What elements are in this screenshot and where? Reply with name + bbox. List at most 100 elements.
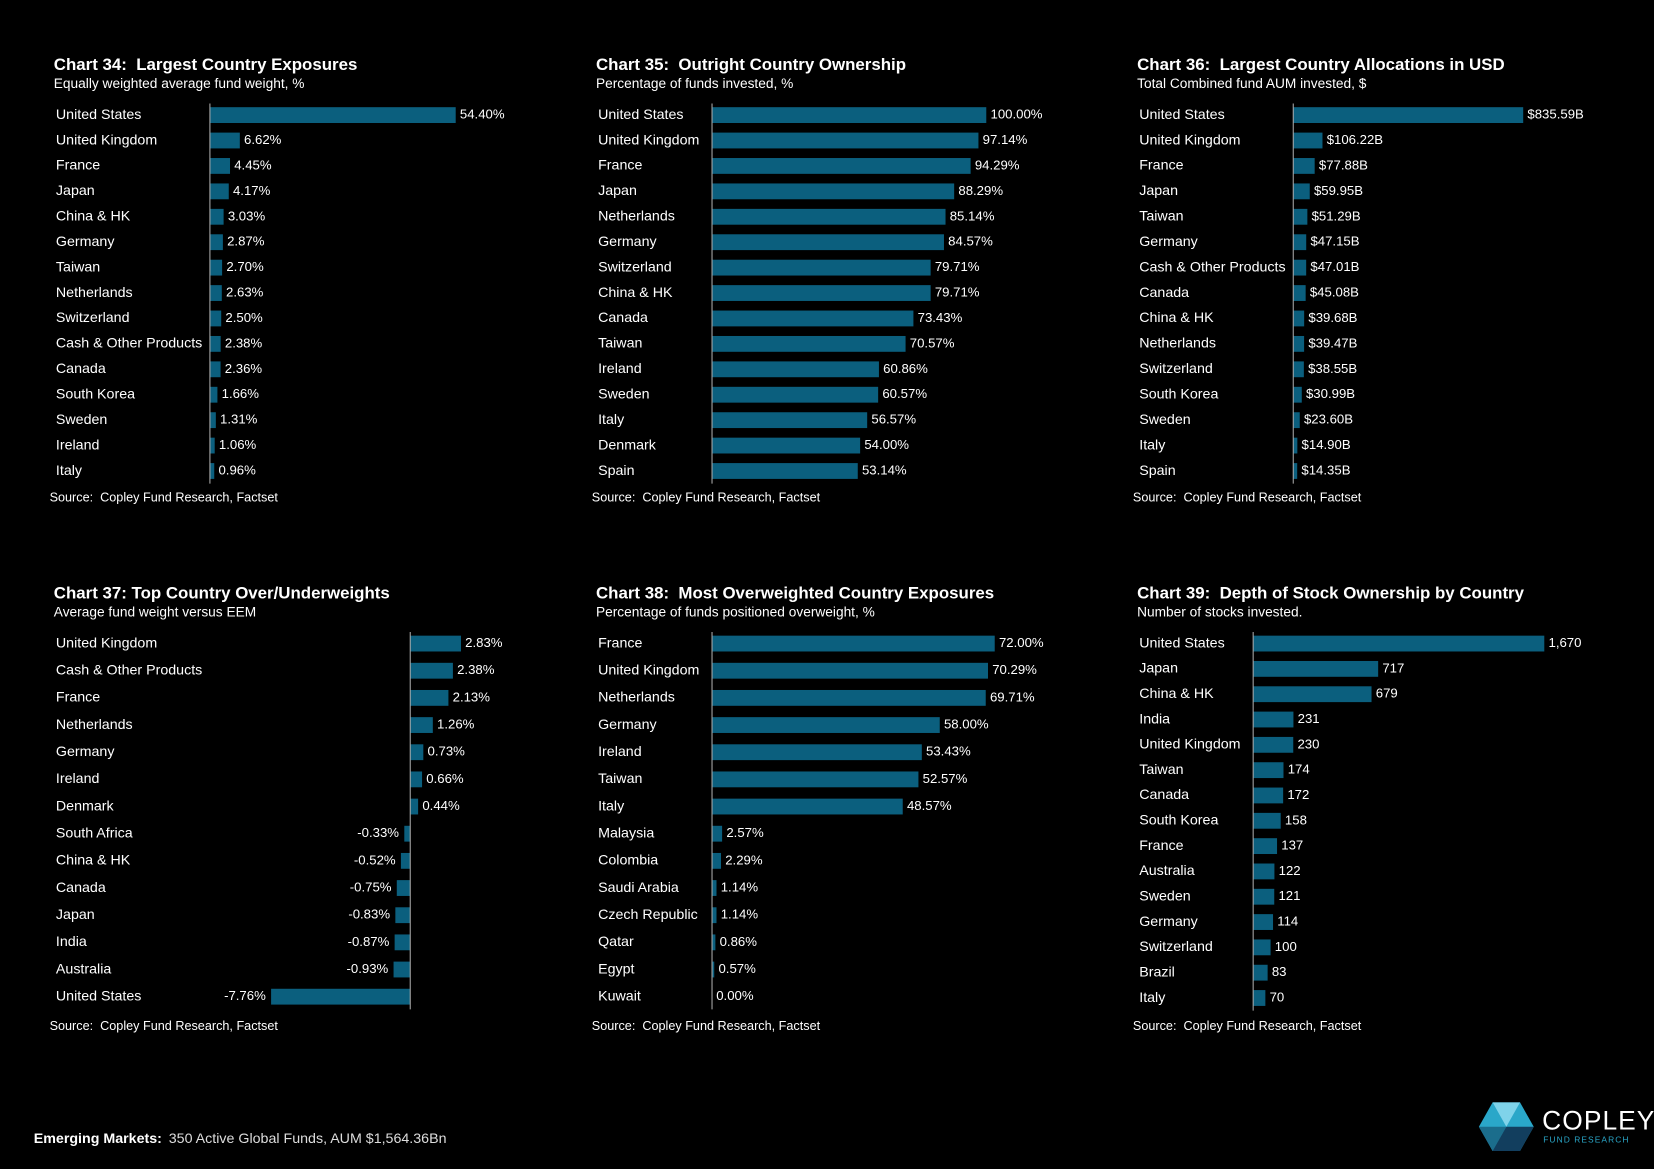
category-label: France	[1139, 158, 1183, 174]
value-label: 0.44%	[422, 798, 460, 813]
category-label: Switzerland	[1139, 361, 1213, 377]
value-label: 230	[1297, 736, 1319, 751]
value-label: 83	[1272, 964, 1287, 979]
bar	[209, 107, 456, 124]
value-label: -0.87%	[348, 934, 390, 949]
value-label: 54.00%	[864, 437, 909, 452]
bar	[410, 662, 453, 679]
bar	[712, 259, 931, 276]
bar	[1293, 412, 1300, 429]
chart-subtitle: Average fund weight versus EEM	[54, 605, 256, 620]
bar	[1293, 463, 1298, 479]
value-label: $23.60B	[1304, 412, 1353, 427]
category-label: Czech Republic	[598, 907, 698, 923]
value-label: 79.71%	[935, 259, 980, 274]
category-label: Japan	[56, 183, 95, 199]
value-label: 0.57%	[718, 961, 756, 976]
value-label: 2.38%	[457, 662, 495, 677]
value-label: 100	[1275, 939, 1297, 954]
category-label: Japan	[1139, 661, 1178, 677]
value-label: 0.73%	[428, 744, 466, 759]
bar	[712, 107, 987, 124]
bar	[209, 412, 216, 429]
category-label: France	[56, 158, 100, 174]
bar	[410, 798, 419, 815]
value-label: 53.43%	[926, 744, 971, 759]
category-label: Ireland	[598, 744, 642, 760]
bar	[712, 234, 944, 251]
value-label: 158	[1285, 812, 1307, 827]
logo-tagline: FUND RESEARCH	[1543, 1135, 1629, 1145]
bar	[712, 335, 906, 352]
bar	[712, 717, 940, 733]
chart-subtitle: Number of stocks invested.	[1137, 605, 1302, 620]
bar	[209, 208, 224, 225]
bar	[209, 463, 215, 479]
category-label: Italy	[56, 463, 83, 479]
chart-source: Source: Copley Fund Research, Factset	[592, 490, 821, 504]
bar	[396, 880, 411, 896]
value-label: $45.08B	[1310, 285, 1359, 300]
bar	[1293, 158, 1315, 174]
value-label: 1,670	[1549, 635, 1582, 650]
bar	[1253, 787, 1284, 804]
category-label: Japan	[56, 907, 95, 923]
category-label: China & HK	[56, 853, 131, 869]
category-label: South Korea	[56, 386, 135, 402]
footer-text: 350 Active Global Funds, AUM $1,564.36Bn	[169, 1131, 447, 1147]
category-label: France	[56, 690, 100, 706]
bar	[712, 183, 955, 200]
value-label: $59.95B	[1314, 183, 1363, 198]
bar	[712, 907, 717, 924]
chart-title: Chart 35: Outright Country Ownership	[596, 55, 906, 74]
bar	[1253, 736, 1294, 753]
bar	[1253, 762, 1284, 779]
category-label: Germany	[1139, 914, 1198, 930]
logo-facet	[1492, 1102, 1521, 1127]
value-label: $30.99B	[1306, 386, 1355, 401]
category-label: France	[598, 635, 642, 651]
category-label: Germany	[56, 744, 115, 760]
category-label: India	[56, 934, 87, 950]
chart-source: Source: Copley Fund Research, Factset	[50, 490, 279, 504]
category-label: India	[1139, 711, 1170, 727]
category-label: Qatar	[598, 934, 634, 950]
category-label: United States	[1139, 635, 1224, 651]
bar	[1293, 183, 1310, 200]
bar	[1293, 107, 1524, 124]
category-label: Spain	[598, 463, 634, 479]
category-label: France	[1139, 838, 1183, 854]
bar	[209, 386, 218, 403]
bar	[1253, 990, 1266, 1006]
value-label: 2.38%	[225, 335, 263, 350]
value-label: -0.33%	[357, 825, 399, 840]
bar	[1293, 285, 1306, 301]
category-label: Japan	[598, 183, 637, 199]
bar	[712, 208, 946, 225]
category-label: Ireland	[56, 771, 100, 787]
value-label: 2.70%	[226, 259, 264, 274]
bar	[712, 310, 914, 327]
bar	[712, 852, 722, 869]
bar	[1253, 939, 1271, 956]
category-label: Italy	[598, 412, 625, 428]
category-label: United Kingdom	[598, 132, 699, 148]
category-label: Canada	[1139, 787, 1189, 803]
bar	[400, 852, 411, 869]
value-label: 1.66%	[222, 386, 260, 401]
bar	[712, 463, 858, 479]
chart-source: Source: Copley Fund Research, Factset	[1133, 490, 1362, 504]
category-label: Switzerland	[598, 259, 672, 275]
category-label: Saudi Arabia	[598, 880, 679, 896]
category-label: China & HK	[598, 285, 673, 301]
value-label: 172	[1287, 787, 1309, 802]
category-label: Netherlands	[56, 285, 133, 301]
bar	[410, 717, 433, 733]
value-label: 52.57%	[923, 771, 968, 786]
bar	[712, 361, 879, 378]
bar	[712, 132, 979, 149]
value-label: 114	[1277, 914, 1298, 929]
category-label: Canada	[1139, 285, 1189, 301]
value-label: 60.57%	[882, 386, 927, 401]
